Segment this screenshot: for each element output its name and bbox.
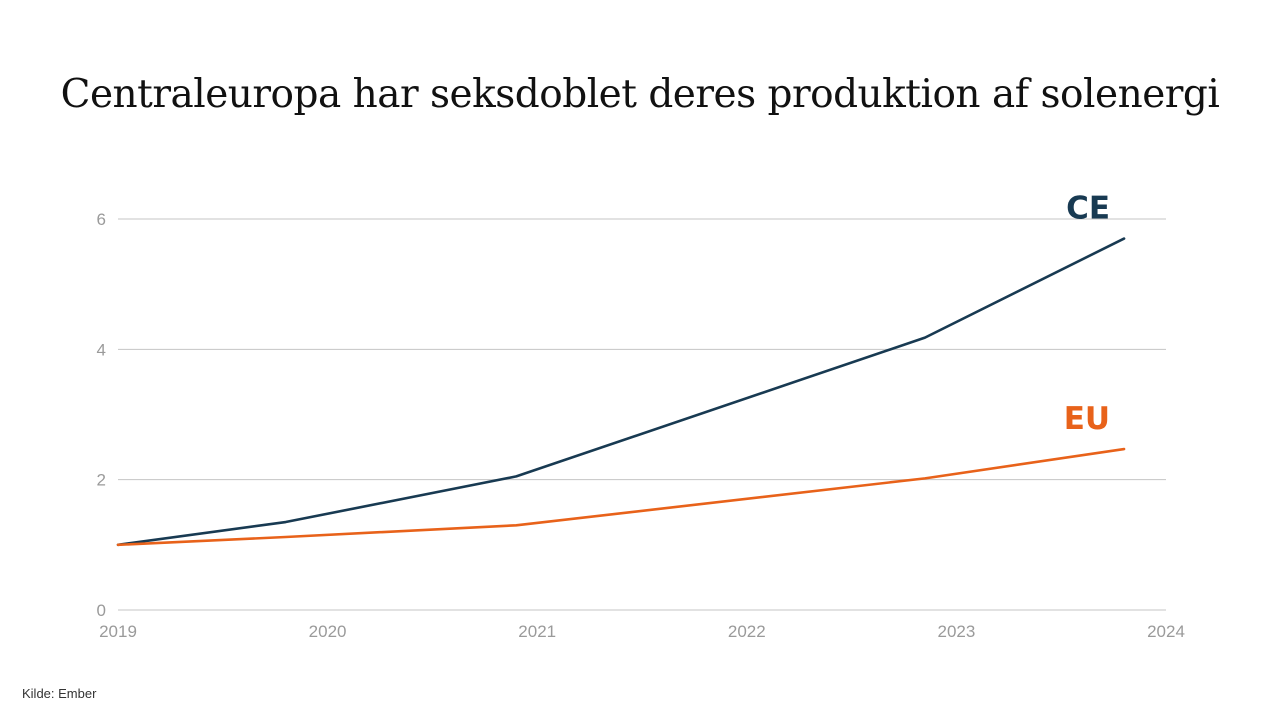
series-label-ce: CE [1066, 191, 1110, 227]
y-tick-label: 2 [97, 471, 106, 490]
x-tick-label: 2023 [937, 622, 975, 641]
y-tick-label: 6 [97, 210, 106, 229]
x-tick-label: 2019 [99, 622, 137, 641]
x-tick-label: 2022 [728, 622, 766, 641]
source-note: Kilde: Ember [22, 686, 97, 701]
y-tick-label: 4 [97, 340, 106, 359]
x-tick-label: 2021 [518, 622, 556, 641]
chart-title: Centraleuropa har seksdoblet deres produ… [60, 72, 1220, 117]
y-axis-ticks: 0 2 4 6 [97, 210, 106, 620]
x-axis-ticks: 2019 2020 2021 2022 2023 2024 [99, 622, 1185, 641]
series-label-eu: EU [1064, 401, 1110, 437]
series-line-ce [116, 237, 1126, 547]
gridlines [118, 218, 1166, 611]
x-tick-label: 2024 [1147, 622, 1185, 641]
x-tick-label: 2020 [309, 622, 347, 641]
y-tick-label: 0 [97, 601, 106, 620]
series-line-eu [116, 447, 1126, 547]
series-lines [116, 237, 1126, 547]
series-labels: CE EU [1064, 191, 1110, 437]
